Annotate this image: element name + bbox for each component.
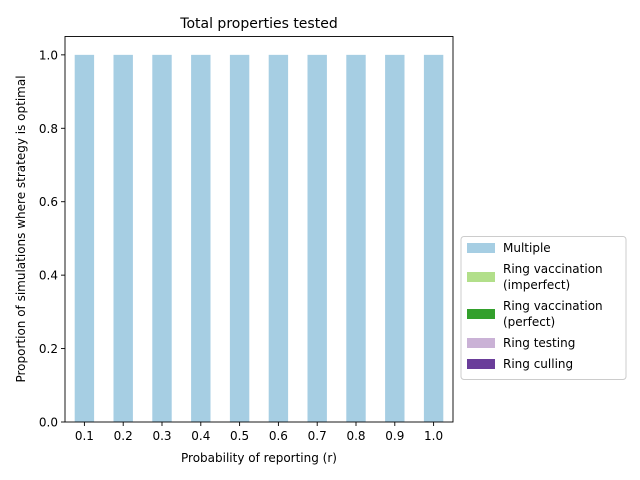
bar-0.9-series-0 (385, 54, 405, 422)
bar-0.8-series-0 (346, 54, 366, 422)
bar-0.6-series-0 (268, 54, 289, 422)
bar-0.2-series-0 (113, 54, 133, 422)
bar-0.1-series-0 (74, 54, 95, 422)
legend-label-4: Ring culling (503, 357, 573, 371)
legend-label-0: Multiple (503, 241, 551, 255)
chart-title: Total properties tested (179, 16, 337, 32)
x-tick-label-0.5: 0.5 (230, 429, 249, 443)
legend-swatch-2 (467, 309, 495, 319)
legend-swatch-3 (467, 338, 495, 348)
x-tick-label-0.9: 0.9 (385, 429, 404, 443)
y-tick-label-1.0: 1.0 (39, 48, 58, 62)
bar-0.4-series-0 (191, 54, 211, 422)
bar-0.7-series-0 (307, 54, 327, 422)
x-tick-label-0.4: 0.4 (191, 429, 210, 443)
y-tick-label-0.6: 0.6 (39, 195, 58, 209)
legend-label-1: Ring vaccination (imperfect) (503, 262, 603, 292)
legend-swatch-4 (467, 359, 495, 369)
y-tick-label-0.0: 0.0 (39, 416, 58, 430)
bar-1.0-series-0 (423, 54, 444, 422)
y-tick-label-0.4: 0.4 (39, 269, 58, 283)
legend-swatch-1 (467, 272, 495, 282)
bars-layer (74, 54, 444, 422)
plot-frame (64, 36, 454, 423)
legend-label-2: Ring vaccination (perfect) (503, 299, 603, 329)
y-axis-label: Proportion of simulations where strategy… (14, 75, 28, 382)
x-tick-label-1.0: 1.0 (424, 429, 443, 443)
legend: Multiple Ring vaccination (imperfect) Ring … (460, 236, 627, 380)
x-tick-label-0.8: 0.8 (346, 429, 365, 443)
x-axis-ticks: 0.1 0.2 0.3 0.4 0.5 0.6 0.7 0.8 0.9 1.0 (75, 422, 443, 443)
bar-0.5-series-0 (229, 54, 250, 422)
x-tick-label-0.2: 0.2 (114, 429, 133, 443)
x-axis-label: Probability of reporting (r) (181, 451, 337, 465)
bar-0.3-series-0 (152, 54, 172, 422)
y-axis-ticks: 0.0 0.2 0.4 0.6 0.8 1.0 (39, 48, 65, 430)
y-tick-label-0.2: 0.2 (39, 342, 58, 356)
x-tick-label-0.6: 0.6 (269, 429, 288, 443)
x-tick-label-0.1: 0.1 (75, 429, 94, 443)
legend-label-3: Ring testing (503, 336, 575, 350)
x-tick-label-0.3: 0.3 (152, 429, 171, 443)
y-tick-label-0.8: 0.8 (39, 122, 58, 136)
legend-frame (460, 236, 627, 380)
x-tick-label-0.7: 0.7 (308, 429, 327, 443)
legend-swatch-0 (467, 243, 495, 253)
